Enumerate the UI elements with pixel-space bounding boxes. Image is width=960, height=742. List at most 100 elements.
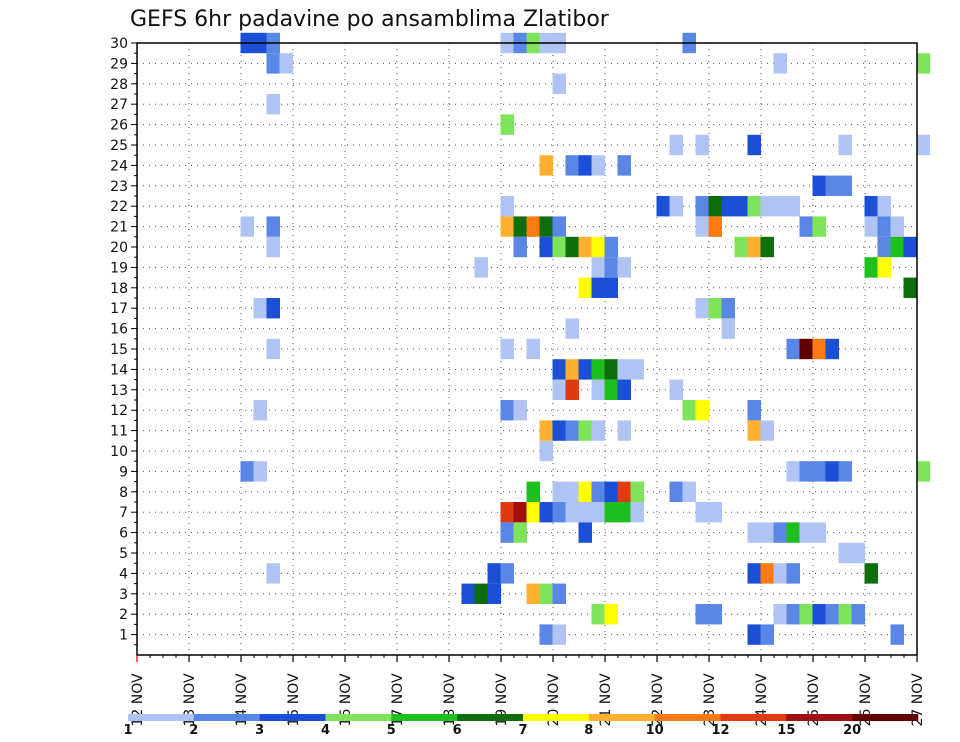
precip-cell [864, 563, 878, 584]
precip-cell [565, 236, 579, 258]
x-tick-label: 23 NOV [702, 673, 718, 727]
precip-cell [682, 400, 696, 421]
precip-cell [760, 420, 774, 441]
precip-cell [890, 216, 904, 237]
precip-cell [539, 216, 553, 237]
precip-cell [617, 420, 631, 441]
precip-cell [825, 461, 839, 482]
precip-cell [851, 542, 865, 564]
precip-cell [513, 216, 527, 237]
y-tick-label: 19 [110, 260, 128, 276]
x-tick-label: 22 NOV [650, 673, 666, 727]
precip-cell [669, 134, 683, 156]
legend-label: 1 [123, 723, 132, 738]
precip-cell [890, 624, 904, 645]
legend-swatch [128, 714, 195, 721]
precip-cell [695, 298, 709, 319]
precip-cell [552, 481, 566, 502]
legend-label: 6 [453, 723, 462, 738]
precip-cell [656, 196, 670, 217]
precip-cell [760, 624, 774, 645]
y-tick-label: 11 [110, 424, 128, 440]
precip-cell [500, 196, 514, 217]
precip-cell [266, 563, 280, 584]
precip-cell [578, 277, 592, 298]
y-tick-label: 20 [110, 240, 128, 256]
legend-label: 4 [321, 723, 330, 738]
y-tick-label: 17 [110, 301, 128, 317]
legend-label: 12 [711, 723, 729, 738]
precip-cell [240, 216, 254, 237]
precip-cell [747, 400, 761, 421]
precip-cell [617, 379, 631, 400]
precip-cell [786, 338, 800, 360]
precip-cell [591, 359, 605, 380]
precip-cell [500, 216, 514, 237]
precip-cell [630, 359, 644, 380]
y-tick-label: 4 [119, 566, 128, 582]
precip-cell [708, 502, 722, 523]
precip-cell [552, 73, 566, 94]
precip-cell [812, 461, 826, 482]
precip-cell [617, 359, 631, 380]
precip-cell [565, 318, 579, 339]
precip-cell [474, 257, 488, 278]
precip-cell [526, 338, 540, 360]
precip-cell [617, 502, 631, 523]
x-tick-label: 19 NOV [494, 673, 510, 727]
precip-cell [630, 502, 644, 523]
precip-cell [552, 502, 566, 523]
precip-cell [864, 257, 878, 278]
precip-cell [266, 236, 280, 258]
precip-cell [513, 522, 527, 543]
x-tick-label: 16 NOV [338, 673, 354, 727]
precip-cell [812, 175, 826, 196]
precip-cell [747, 420, 761, 441]
precip-cell [864, 196, 878, 217]
precip-cell [838, 134, 852, 156]
precip-cell [591, 379, 605, 400]
legend-swatch [588, 714, 655, 721]
precip-cell [747, 236, 761, 258]
precip-cell [851, 604, 865, 625]
precip-cell [526, 583, 540, 604]
precip-cell [500, 114, 514, 135]
y-tick-label: 30 [110, 36, 128, 52]
y-tick-label: 7 [119, 505, 128, 521]
precip-cell [877, 236, 891, 258]
precip-cell [877, 216, 891, 237]
precip-cell [539, 236, 553, 258]
precip-cell [864, 216, 878, 237]
precip-cell [565, 359, 579, 380]
precip-cell [565, 502, 579, 523]
precip-cell [604, 604, 618, 625]
precip-cell [825, 604, 839, 625]
precip-cell [578, 359, 592, 380]
precip-cell [474, 583, 488, 604]
precip-cell [591, 257, 605, 278]
precip-cell [695, 604, 709, 625]
y-tick-label: 8 [119, 485, 128, 501]
precip-cell [799, 216, 813, 237]
precip-cell [487, 563, 501, 584]
precip-cell [253, 400, 267, 421]
precip-cell [734, 236, 748, 258]
precip-cell [708, 196, 722, 217]
precip-cell [773, 604, 787, 625]
precip-cell [266, 53, 280, 74]
precip-cell [591, 502, 605, 523]
precip-cell [669, 379, 683, 400]
x-tick-label: 17 NOV [390, 673, 406, 727]
precip-cell [617, 481, 631, 502]
precip-cell [565, 155, 579, 176]
precip-cell [539, 624, 553, 645]
precip-cell [786, 604, 800, 625]
legend-label: 2 [189, 723, 198, 738]
y-tick-label: 15 [110, 342, 128, 358]
precip-cell [591, 604, 605, 625]
precip-cell [240, 461, 254, 482]
precip-cell [812, 522, 826, 543]
precip-cell [695, 196, 709, 217]
precip-cell [526, 502, 540, 523]
y-tick-label: 3 [119, 587, 128, 603]
